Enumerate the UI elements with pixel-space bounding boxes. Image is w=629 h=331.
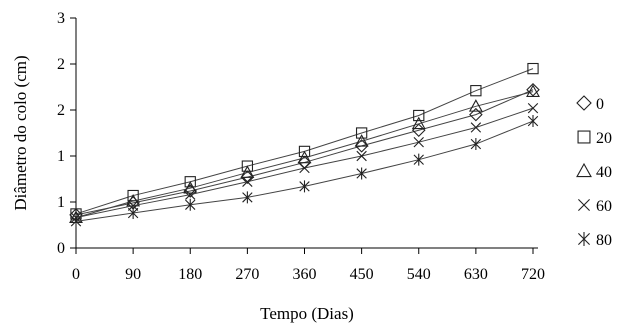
legend-marker [576, 162, 592, 178]
data-point [241, 160, 254, 172]
series-layer [69, 62, 540, 228]
data-point [469, 107, 483, 122]
x-tick-label: 720 [521, 266, 545, 283]
data-point [240, 165, 255, 178]
legend-item-80: 80 [578, 232, 612, 249]
data-point [527, 115, 539, 128]
data-point [70, 215, 82, 228]
data-point [299, 180, 310, 193]
y-tick-label: 1 [57, 194, 65, 211]
y-tick-label: 1 [57, 148, 65, 165]
data-point [411, 116, 426, 130]
data-point [185, 189, 196, 200]
data-point [470, 138, 482, 151]
data-point [527, 102, 539, 114]
x-tick-label: 180 [178, 266, 202, 283]
data-point [354, 139, 369, 153]
legend-item-60: 60 [578, 198, 612, 215]
y-tick-label: 0 [57, 240, 65, 257]
y-axis-ticks: 0 1 1 2 2 3 [57, 10, 76, 257]
x-axis-title: Tempo (Dias) [260, 304, 354, 323]
data-point [356, 150, 367, 162]
data-point [413, 137, 424, 148]
data-point [127, 200, 139, 211]
legend-label: 60 [596, 198, 612, 215]
series-80 [70, 115, 539, 228]
x-tick-label: 90 [125, 266, 141, 283]
legend-marker [577, 130, 591, 144]
data-point [470, 85, 482, 97]
x-axis-ticks: 0 90 180 270 360 450 540 630 720 [72, 248, 545, 283]
legend-label: 0 [596, 96, 604, 113]
legend-item-0: 0 [576, 95, 604, 113]
legend-item-20: 20 [577, 130, 612, 147]
data-point [185, 198, 196, 211]
legend-label: 20 [596, 130, 612, 147]
legend-label: 80 [596, 232, 612, 249]
data-point [297, 150, 312, 164]
data-point [356, 167, 367, 180]
data-point [240, 170, 255, 184]
legend-label: 40 [596, 164, 612, 181]
data-point [413, 153, 424, 166]
legend-marker [578, 232, 590, 246]
y-axis-title: Diâmetro do colo (cm) [11, 55, 30, 210]
series-40 [69, 84, 540, 223]
data-point [355, 127, 368, 139]
data-point [468, 99, 483, 112]
data-point [299, 162, 310, 174]
x-tick-label: 450 [350, 266, 374, 283]
data-point [470, 122, 482, 133]
x-tick-label: 630 [464, 266, 488, 283]
data-point [526, 84, 540, 97]
y-tick-label: 2 [57, 56, 65, 73]
legend: 0 20 40 60 80 [576, 95, 612, 249]
x-tick-label: 270 [235, 266, 259, 283]
data-point [242, 176, 253, 187]
x-tick-label: 360 [293, 266, 317, 283]
y-tick-label: 3 [57, 10, 65, 27]
chart-axes [75, 18, 538, 249]
data-point [298, 145, 311, 158]
series-line [75, 120, 534, 222]
data-point [184, 176, 196, 188]
data-point [413, 109, 425, 122]
legend-marker [576, 95, 592, 111]
data-point [127, 207, 139, 220]
series-line [75, 91, 534, 219]
series-60 [70, 102, 539, 223]
x-tick-label: 0 [72, 266, 80, 283]
x-tick-label: 540 [407, 266, 431, 283]
y-tick-label: 2 [57, 102, 65, 119]
legend-marker [578, 199, 590, 211]
data-point [183, 181, 198, 194]
legend-item-40: 40 [576, 162, 612, 181]
data-point [354, 134, 369, 147]
data-point [242, 191, 253, 204]
series-20 [70, 62, 539, 220]
data-point [526, 82, 540, 97]
data-point [527, 62, 539, 75]
